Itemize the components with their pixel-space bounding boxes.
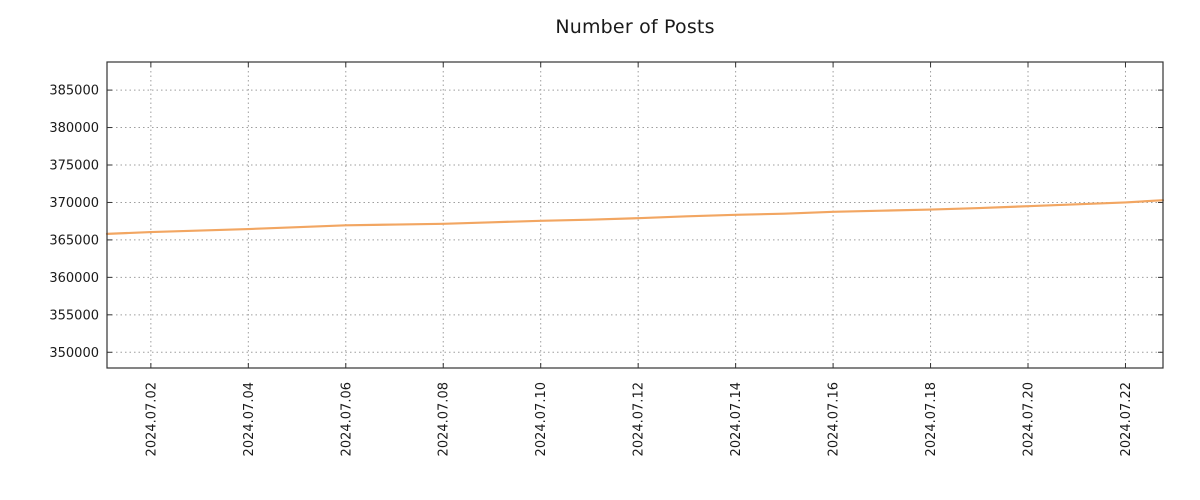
- x-tick-label: 2024.07.04: [242, 382, 257, 456]
- y-tick-label: 375000: [49, 158, 99, 173]
- x-tick-label: 2024.07.08: [437, 382, 452, 456]
- x-tick-label: 2024.07.20: [1022, 382, 1037, 456]
- y-tick-label: 360000: [49, 271, 99, 286]
- y-tick-label: 355000: [49, 308, 99, 323]
- x-tick-label: 2024.07.22: [1119, 382, 1134, 456]
- line-series: [105, 199, 1165, 236]
- x-tick-label: 2024.07.02: [144, 382, 159, 456]
- plot-border: [106, 61, 1164, 369]
- y-tick-label: 370000: [49, 196, 99, 211]
- y-tick-label: 380000: [49, 121, 99, 136]
- y-tick-label: 385000: [49, 84, 99, 99]
- y-tick-label: 350000: [49, 346, 99, 361]
- x-tick-label: 2024.07.06: [339, 382, 354, 456]
- y-tick-label: 365000: [49, 233, 99, 248]
- x-tick-label: 2024.07.10: [534, 382, 549, 456]
- x-tick-label: 2024.07.18: [924, 382, 939, 456]
- x-tick-label: 2024.07.16: [827, 382, 842, 456]
- x-tick-label: 2024.07.12: [632, 382, 647, 456]
- chart-title: Number of Posts: [555, 16, 715, 38]
- x-tick-label: 2024.07.14: [729, 382, 744, 456]
